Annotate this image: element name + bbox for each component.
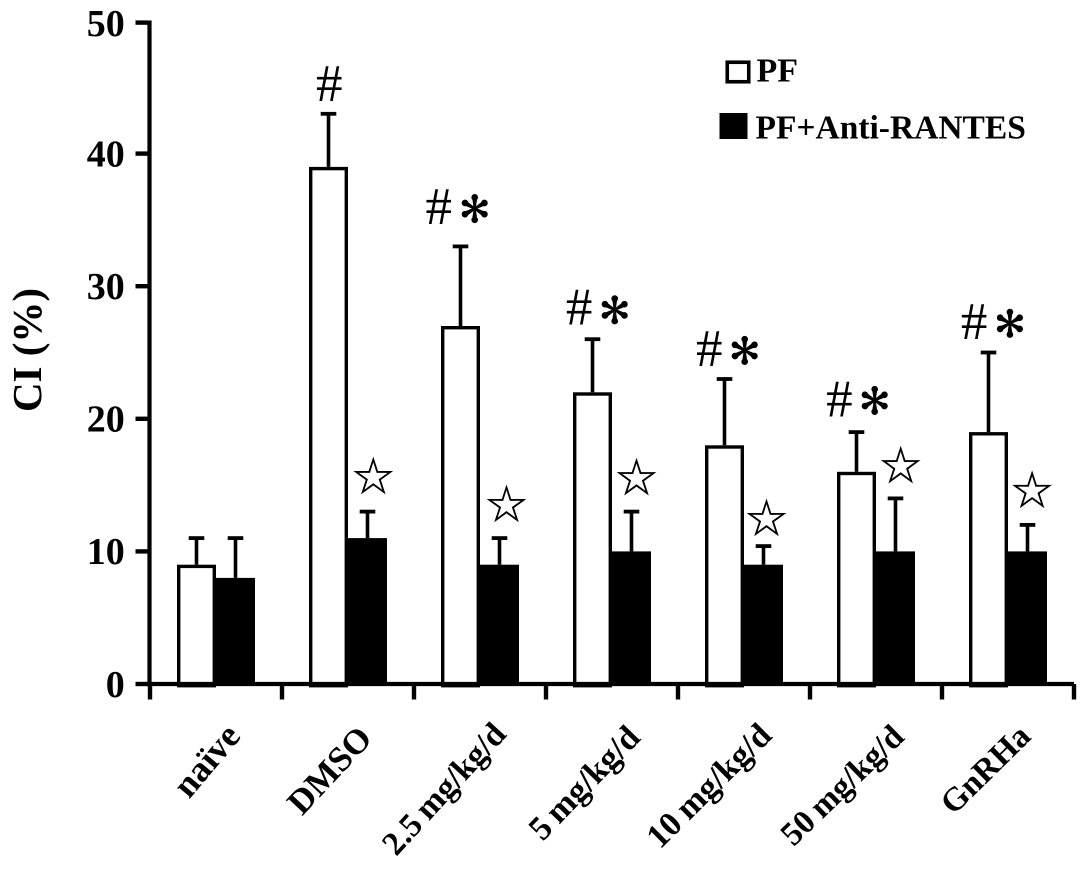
svg-text:50: 50 — [87, 3, 125, 45]
svg-text:#: # — [696, 320, 723, 378]
svg-text:#: # — [316, 55, 343, 113]
svg-text:#: # — [566, 279, 593, 337]
svg-text:40: 40 — [87, 133, 125, 175]
svg-text:#: # — [961, 293, 988, 351]
svg-text:10: 10 — [87, 531, 125, 573]
svg-text:0: 0 — [106, 664, 125, 706]
svg-text:PF+Anti-RANTES: PF+Anti-RANTES — [756, 110, 1026, 147]
svg-text:CI (%): CI (%) — [4, 288, 50, 412]
svg-text:30: 30 — [87, 266, 125, 308]
svg-text:#: # — [426, 178, 453, 236]
svg-text:PF: PF — [757, 53, 799, 90]
svg-text:#: # — [826, 371, 853, 429]
svg-text:20: 20 — [87, 399, 125, 441]
